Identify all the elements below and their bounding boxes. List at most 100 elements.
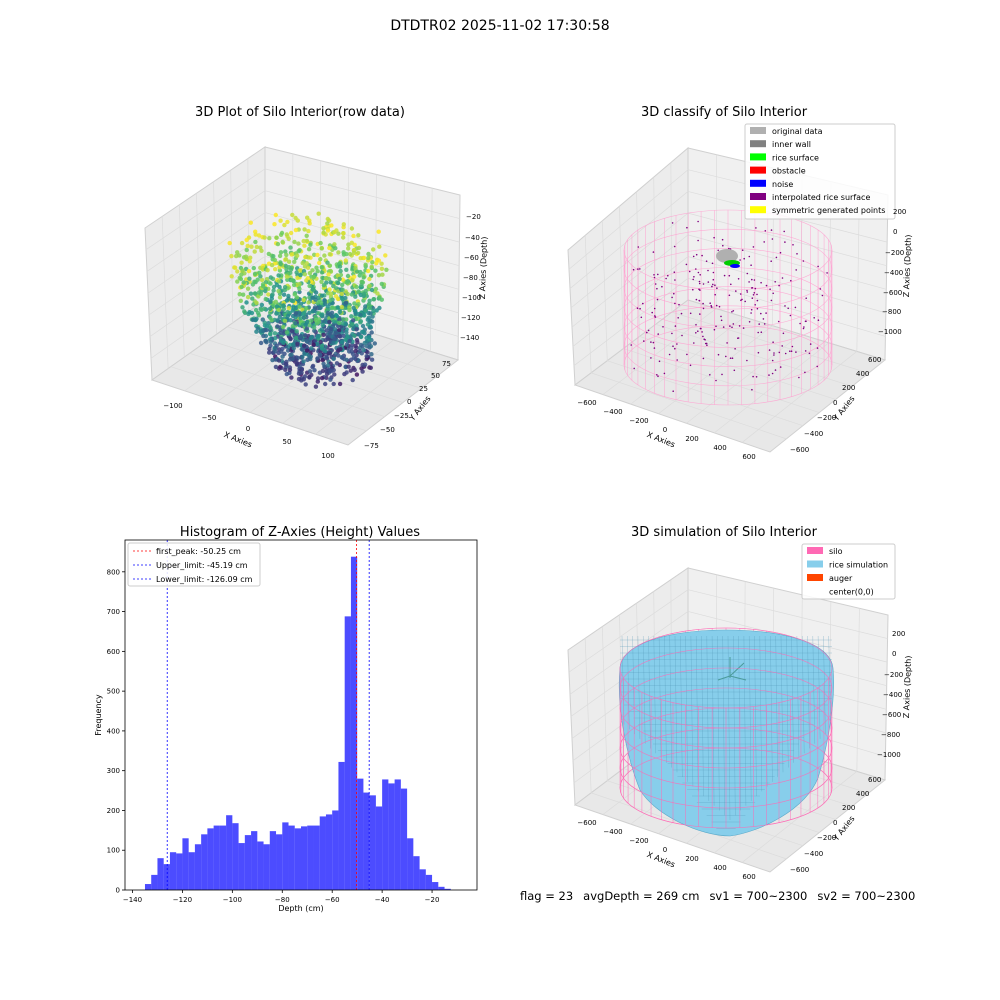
interpolated-point xyxy=(732,323,735,325)
histogram-bar xyxy=(182,838,189,890)
interpolated-point xyxy=(697,220,699,223)
raw-point xyxy=(366,268,371,274)
raw-point xyxy=(330,314,335,319)
interpolated-point xyxy=(757,331,759,334)
raw-point xyxy=(272,222,277,227)
raw-point xyxy=(267,306,273,311)
interpolated-point xyxy=(779,251,782,254)
raw-point xyxy=(267,350,272,355)
raw-point xyxy=(275,318,280,323)
interpolated-point xyxy=(721,373,723,376)
interpolated-point xyxy=(663,372,666,375)
interpolated-point xyxy=(748,321,751,323)
raw-point xyxy=(256,290,262,295)
rice-mesh-line xyxy=(807,635,810,749)
raw-point xyxy=(303,306,309,311)
raw-point xyxy=(272,331,278,336)
classify-legend: original data inner wall rice surface obsta… xyxy=(744,123,896,220)
raw-point xyxy=(352,301,357,306)
histogram-xtick-label: −80 xyxy=(275,896,290,904)
histogram-bar xyxy=(232,823,239,890)
raw-point xyxy=(300,347,305,352)
raw-point xyxy=(345,273,351,279)
interpolated-point xyxy=(686,226,688,229)
pane-gridline xyxy=(146,190,266,272)
interpolated-point xyxy=(672,390,674,393)
histogram-bar xyxy=(301,826,308,890)
simulation-ztick: −600 xyxy=(882,711,901,719)
histogram-bar xyxy=(344,616,351,890)
raw-point xyxy=(294,295,300,300)
raw-point xyxy=(315,252,320,258)
raw-point xyxy=(253,239,258,245)
raw-point xyxy=(321,226,326,231)
raw-point xyxy=(304,326,310,331)
panel-raw-3d: 3D Plot of Silo Interior(row data) −100 … xyxy=(144,105,489,460)
interpolated-point xyxy=(760,312,762,315)
pane-gridline xyxy=(687,234,887,290)
interpolated-point xyxy=(697,239,699,242)
raw-point xyxy=(331,283,336,289)
interpolated-point xyxy=(771,372,774,375)
simulation-auger xyxy=(717,657,747,681)
histogram-bar xyxy=(319,816,326,890)
raw-point xyxy=(293,227,299,233)
raw-point xyxy=(304,233,309,238)
raw-point xyxy=(304,238,310,243)
interpolated-point xyxy=(674,302,676,305)
interpolated-point xyxy=(739,293,742,295)
interpolated-point xyxy=(698,282,701,285)
raw-point xyxy=(277,315,283,320)
raw-point xyxy=(337,264,343,269)
interpolated-point xyxy=(699,289,701,291)
raw-point xyxy=(266,292,271,297)
raw-point xyxy=(343,300,349,305)
raw-point xyxy=(282,318,288,323)
raw-point xyxy=(302,272,308,277)
raw-point xyxy=(335,273,340,278)
classify-ytick: 200 xyxy=(842,384,855,392)
interpolated-point xyxy=(770,229,773,231)
raw-ytick: −25 xyxy=(394,412,409,420)
interpolated-point xyxy=(699,313,701,315)
interpolated-point xyxy=(763,323,766,325)
raw-point xyxy=(305,357,310,362)
interpolated-point xyxy=(752,294,755,296)
pane-gridline xyxy=(145,168,266,251)
raw-ztick: −40 xyxy=(465,234,480,242)
simulation-ytick: 200 xyxy=(842,804,855,812)
raw-point xyxy=(296,376,302,382)
interpolated-point xyxy=(778,284,780,287)
histogram-bar xyxy=(432,882,439,890)
raw-point xyxy=(358,334,364,340)
interpolated-point xyxy=(756,293,758,296)
interpolated-point xyxy=(693,342,695,344)
raw-point xyxy=(318,257,323,262)
classify-rice-cluster xyxy=(716,249,740,268)
raw-point xyxy=(286,265,292,270)
pane-gridline xyxy=(374,174,377,335)
raw-point xyxy=(261,333,266,339)
raw-point xyxy=(276,358,282,363)
raw-point xyxy=(262,235,267,240)
interpolated-point xyxy=(704,339,706,341)
histogram-bar xyxy=(307,825,314,890)
raw-point xyxy=(285,313,291,319)
raw-point xyxy=(299,370,304,375)
histogram-bar xyxy=(157,858,164,890)
histogram-ytick-label: 200 xyxy=(107,807,120,815)
interpolated-point xyxy=(771,359,774,362)
raw-point xyxy=(379,281,384,287)
pane-gridline xyxy=(630,316,745,405)
raw-point xyxy=(319,327,324,332)
interpolated-point xyxy=(725,355,727,358)
raw-point xyxy=(255,326,260,331)
interpolated-point xyxy=(699,327,702,330)
raw-point xyxy=(266,251,271,257)
raw-point xyxy=(262,323,268,328)
raw-point xyxy=(244,237,249,243)
rice-mesh-line xyxy=(759,635,762,792)
raw-point xyxy=(263,296,268,302)
raw-point xyxy=(309,318,314,323)
raw-point xyxy=(319,270,325,275)
